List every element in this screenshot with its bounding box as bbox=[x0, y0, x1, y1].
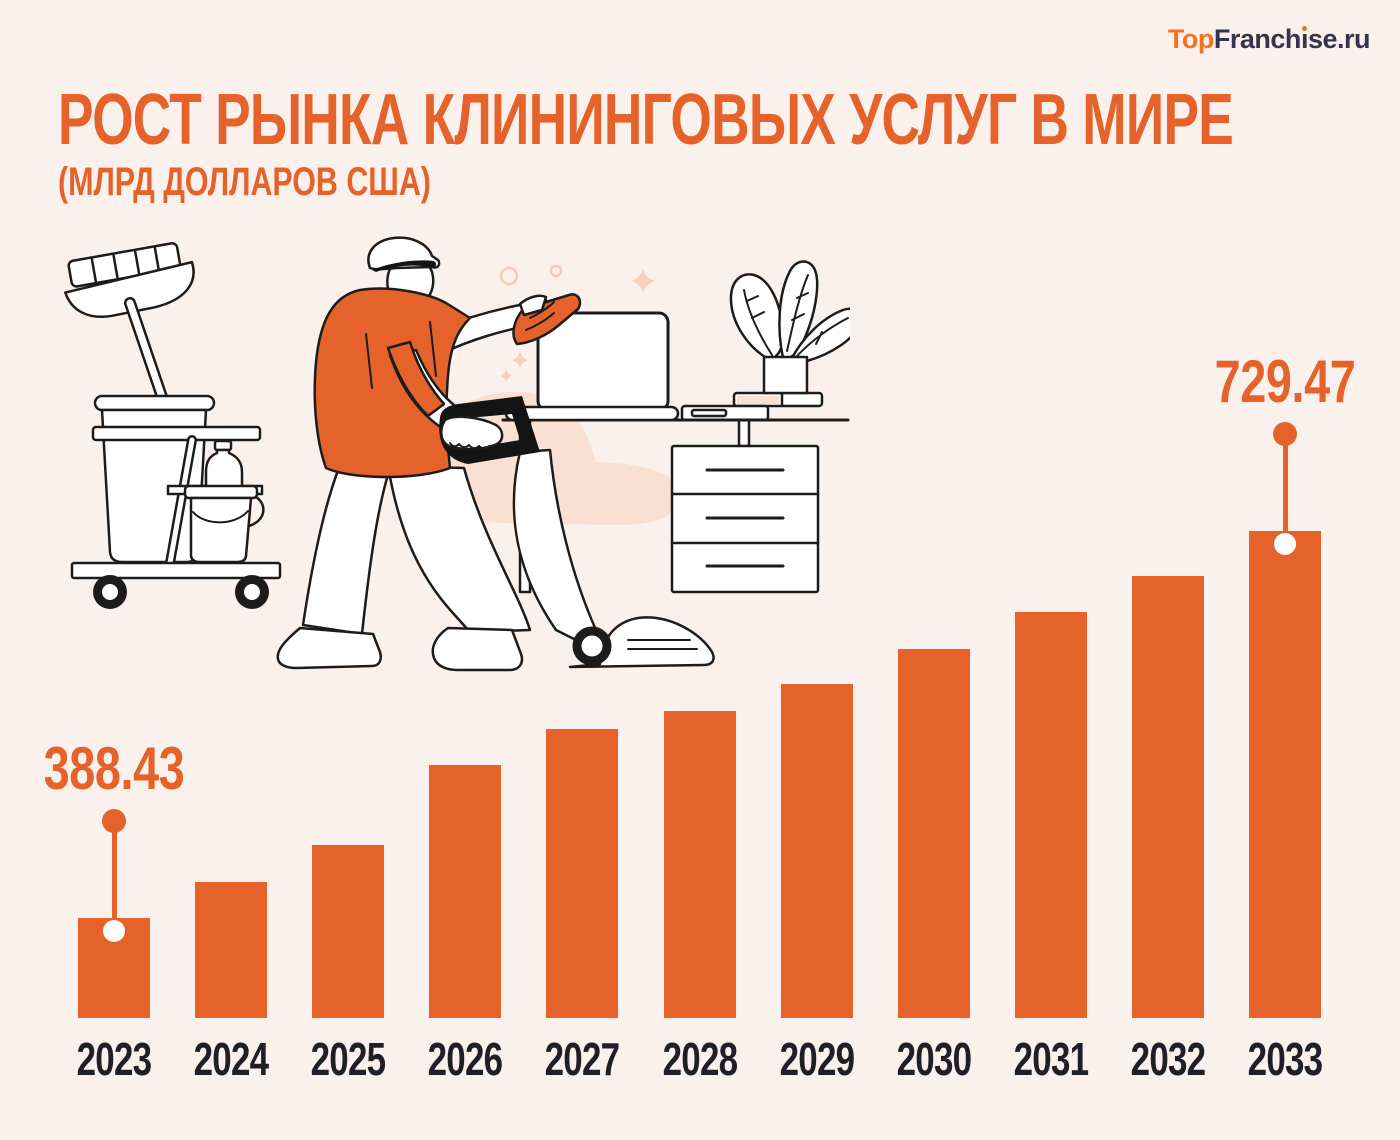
vacuum-icon bbox=[512, 448, 715, 669]
x-axis-label-2029: 2029 bbox=[779, 1033, 855, 1085]
callout-marker-2023 bbox=[103, 920, 125, 942]
x-axis-label-2033: 2033 bbox=[1247, 1033, 1324, 1085]
cleaner-office-illustration bbox=[64, 236, 850, 672]
callout-dot-2033 bbox=[1273, 422, 1297, 446]
x-axis-label-2028: 2028 bbox=[662, 1033, 738, 1085]
bar-2031 bbox=[1014, 612, 1087, 1018]
x-axis-label-2031: 2031 bbox=[1013, 1033, 1089, 1085]
x-axis-label-2024: 2024 bbox=[193, 1033, 270, 1085]
callout-marker-2033 bbox=[1274, 533, 1296, 555]
brand-logo: TopFranchı se.ru bbox=[1167, 24, 1371, 55]
shoe-front bbox=[431, 626, 524, 672]
bar-2029 bbox=[780, 684, 853, 1018]
cart-handlebar bbox=[91, 425, 262, 442]
logo-prefix: Top bbox=[1167, 24, 1214, 54]
logo-suffix-a: Franch bbox=[1213, 24, 1302, 54]
shoe-back bbox=[276, 626, 382, 670]
x-axis-label-2025: 2025 bbox=[310, 1033, 387, 1085]
bar-2024 bbox=[195, 882, 268, 1018]
cap-brim bbox=[372, 260, 437, 272]
x-axis-label-2027: 2027 bbox=[545, 1033, 621, 1085]
callout-dot-2023 bbox=[102, 809, 126, 833]
broom-icon bbox=[64, 242, 195, 318]
hand-with-cloth bbox=[518, 294, 548, 317]
bar-2033 bbox=[1249, 531, 1321, 1018]
x-axis-label-2026: 2026 bbox=[427, 1033, 504, 1085]
drawer-unit bbox=[670, 444, 820, 594]
bar-2025 bbox=[312, 845, 385, 1018]
hand-on-handle bbox=[439, 415, 504, 451]
logo-i-dot bbox=[1301, 26, 1307, 31]
plant-icon bbox=[729, 260, 850, 363]
cleaning-cart-icon bbox=[64, 242, 282, 609]
cart-platform bbox=[70, 561, 282, 580]
logo-suffix-b: se.ru bbox=[1307, 24, 1371, 54]
page-title: РОСТ РЫНКА КЛИНИНГОВЫХ УСЛУГ В МИРЕ bbox=[58, 80, 1234, 160]
sleeve-left bbox=[386, 340, 446, 418]
x-axis-label-2032: 2032 bbox=[1130, 1033, 1207, 1085]
bar-2032 bbox=[1131, 576, 1204, 1018]
cart-wheel-right bbox=[235, 575, 269, 609]
vacuum-wheel bbox=[572, 626, 612, 666]
cart-wheel-left bbox=[93, 575, 127, 609]
page-subtitle: (МЛРД ДОЛЛАРОВ США) bbox=[58, 160, 431, 204]
bar-2028 bbox=[663, 711, 736, 1018]
plant-pot bbox=[762, 355, 809, 395]
logo-i-letter: ı bbox=[1300, 24, 1309, 54]
cleaner-figure bbox=[276, 236, 582, 672]
value-label-2033: 729.47 bbox=[1214, 348, 1356, 415]
bar-2027 bbox=[546, 729, 619, 1018]
x-axis-label-2023: 2023 bbox=[76, 1033, 153, 1085]
bar-2030 bbox=[897, 649, 970, 1018]
bottle-icon bbox=[204, 439, 244, 492]
bar-2026 bbox=[429, 765, 502, 1018]
sparkle-diamonds-icon bbox=[500, 268, 655, 382]
value-label-2023: 388.43 bbox=[43, 735, 185, 802]
callout-stem-2023 bbox=[111, 821, 117, 931]
laptop-icon bbox=[504, 311, 680, 422]
callout-stem-2033 bbox=[1282, 434, 1288, 544]
x-axis-label-2030: 2030 bbox=[896, 1033, 972, 1085]
leg-front bbox=[386, 464, 532, 634]
